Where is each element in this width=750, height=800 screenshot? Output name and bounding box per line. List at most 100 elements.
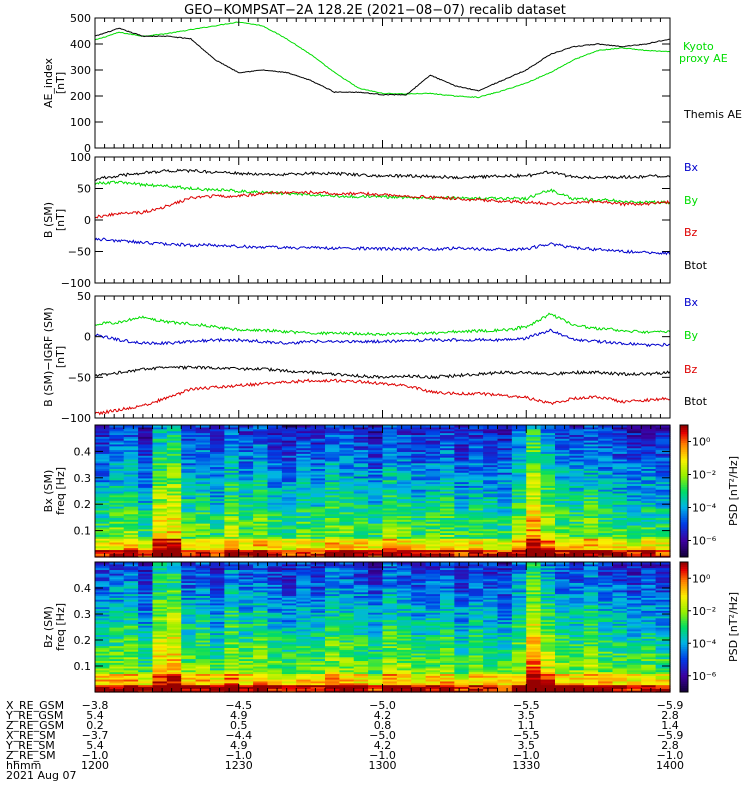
spectrogram-cell bbox=[540, 540, 556, 543]
spectrogram-cell bbox=[181, 580, 197, 584]
spectrogram-cell bbox=[511, 536, 527, 539]
spectrogram-cell bbox=[195, 519, 211, 522]
spectrogram-cell bbox=[368, 651, 384, 654]
spectrogram-cell bbox=[483, 440, 499, 443]
spectrogram-cell bbox=[253, 494, 269, 498]
spectrogram-cell bbox=[454, 481, 470, 485]
spectrogram-cell bbox=[641, 524, 657, 528]
spectrogram-cell bbox=[310, 627, 326, 630]
spectrogram-cell bbox=[339, 526, 355, 530]
colorbar-cell bbox=[680, 513, 688, 516]
spectrogram-cell bbox=[138, 625, 154, 628]
spectrogram-cell bbox=[454, 532, 470, 535]
spectrogram-cell bbox=[382, 658, 398, 662]
spectrogram-cell bbox=[526, 445, 542, 449]
spectrogram-cell bbox=[396, 475, 412, 479]
spectrogram-cell bbox=[555, 462, 570, 466]
spectrogram-cell bbox=[555, 481, 570, 485]
spectrogram-cell bbox=[339, 496, 355, 500]
spectrogram-cell bbox=[210, 451, 225, 454]
spectrogram-cell bbox=[555, 445, 570, 449]
spectrogram-cell bbox=[267, 653, 283, 656]
spectrogram-cell bbox=[224, 653, 240, 656]
spectrogram-cell bbox=[382, 432, 398, 436]
spectrogram-cell bbox=[195, 599, 211, 602]
spectrogram-cell bbox=[382, 547, 398, 551]
spectrogram-cell bbox=[440, 517, 455, 520]
spectrogram-cell bbox=[109, 511, 125, 515]
spectrogram-cell bbox=[253, 575, 269, 578]
colorbar-cell bbox=[680, 436, 688, 439]
spectrogram-cell bbox=[483, 466, 499, 469]
spectrogram-cell bbox=[569, 509, 585, 513]
spectrogram-cell bbox=[325, 515, 340, 518]
spectrogram-cell bbox=[138, 617, 154, 621]
spectrogram-cell bbox=[353, 545, 369, 549]
spectrogram-cell bbox=[483, 475, 499, 479]
spectrogram-cell bbox=[353, 455, 369, 458]
spectrogram-cell bbox=[267, 588, 283, 591]
spectrogram-cell bbox=[253, 582, 269, 585]
spectrogram-cell bbox=[626, 543, 642, 547]
spectrogram-cell bbox=[368, 569, 384, 572]
spectrogram-cell bbox=[555, 502, 570, 505]
spectrogram-cell bbox=[281, 457, 297, 460]
spectrogram-cell bbox=[267, 660, 283, 663]
spectrogram-cell bbox=[396, 507, 412, 511]
spectrogram-cell bbox=[353, 664, 369, 667]
spectrogram-cell bbox=[310, 468, 326, 471]
spectrogram-cell bbox=[526, 489, 542, 492]
spectrogram-cell bbox=[368, 551, 384, 554]
spectrogram-cell bbox=[166, 586, 182, 589]
spectrogram-cell bbox=[353, 575, 369, 578]
spectrogram-cell bbox=[325, 658, 340, 662]
spectrogram-cell bbox=[382, 563, 398, 567]
spectrogram-cell bbox=[468, 553, 484, 556]
spectrogram-cell bbox=[123, 498, 139, 502]
spectrogram-cell bbox=[195, 500, 211, 503]
spectrogram-cell bbox=[325, 487, 340, 490]
spectrogram-cell bbox=[325, 682, 340, 686]
spectrogram-cell bbox=[181, 491, 197, 494]
spectrogram-cell bbox=[368, 507, 384, 511]
spectrogram-cell bbox=[382, 492, 398, 496]
spectrogram-cell bbox=[123, 658, 139, 662]
series-line-bz bbox=[95, 190, 670, 219]
spectrogram-cell bbox=[281, 576, 297, 580]
spectrogram-cell bbox=[166, 509, 182, 513]
spectrogram-cell bbox=[641, 466, 657, 469]
spectrogram-cell bbox=[655, 426, 671, 430]
spectrogram-cell bbox=[511, 472, 527, 475]
spectrogram-cell bbox=[583, 438, 599, 441]
spectrogram-cell bbox=[123, 619, 139, 623]
spectrogram-cell bbox=[382, 571, 398, 574]
spectrogram-cell bbox=[152, 582, 168, 585]
spectrogram-cell bbox=[555, 555, 570, 558]
spectrogram-cell bbox=[224, 507, 240, 511]
spectrogram-cell bbox=[468, 500, 484, 503]
spectrogram-cell bbox=[138, 483, 154, 486]
spectrogram-cell bbox=[253, 630, 269, 634]
spectrogram-cell bbox=[238, 555, 254, 558]
spectrogram-cell bbox=[253, 669, 269, 673]
spectrogram-cell bbox=[95, 504, 110, 507]
spectrogram-cell bbox=[468, 434, 484, 437]
spectrogram-cell bbox=[325, 651, 340, 654]
spectrogram-cell bbox=[210, 521, 225, 524]
spectrogram-cell bbox=[210, 487, 225, 490]
spectrogram-cell bbox=[138, 601, 154, 604]
spectrogram-cell bbox=[555, 543, 570, 547]
spectrogram-cell bbox=[238, 617, 254, 621]
spectrogram-cell bbox=[325, 573, 340, 576]
spectrogram-cell bbox=[325, 679, 340, 682]
spectrogram-cell bbox=[195, 432, 211, 436]
spectrogram-cell bbox=[210, 474, 225, 477]
spectrogram-cell bbox=[325, 481, 340, 485]
spectrogram-cell bbox=[181, 662, 197, 665]
spectrogram-cell bbox=[109, 601, 125, 604]
spectrogram-cell bbox=[411, 453, 427, 456]
spectrogram-cell bbox=[555, 513, 570, 517]
spectrogram-cell bbox=[612, 555, 628, 558]
spectrogram-cell bbox=[181, 627, 197, 630]
spectrogram-cell bbox=[224, 565, 240, 569]
